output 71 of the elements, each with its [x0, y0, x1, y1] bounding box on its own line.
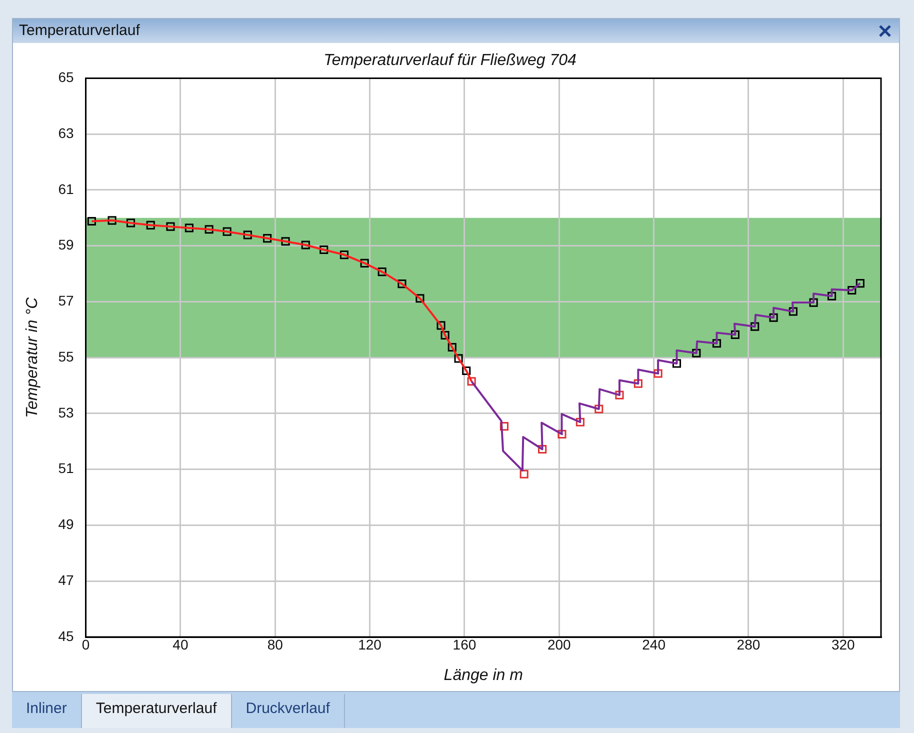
point	[594, 404, 604, 414]
x-tick-label: 40	[172, 636, 188, 652]
point	[827, 292, 836, 300]
x-tick-label: 0	[82, 636, 90, 652]
y-axis-title: Temperatur in °C	[24, 296, 42, 418]
y-tick-label: 59	[58, 236, 74, 253]
text: Inliner	[12, 694, 82, 728]
point	[340, 250, 349, 260]
point	[263, 234, 272, 243]
point	[222, 227, 232, 236]
point	[856, 278, 864, 288]
point	[654, 369, 662, 378]
x-tick-label: 280	[736, 636, 760, 652]
chart-title: Temperaturverlauf für Fließweg 704	[324, 52, 577, 70]
x-tick-label: 120	[358, 636, 382, 652]
point	[360, 258, 369, 268]
y-tick-label: 65	[58, 69, 74, 86]
x-tick-label: 80	[267, 636, 284, 652]
point	[712, 339, 722, 348]
x-tick-label: 160	[452, 636, 476, 652]
point	[108, 216, 116, 225]
point	[448, 342, 456, 352]
point	[126, 218, 136, 228]
point	[281, 237, 290, 246]
point	[398, 280, 406, 288]
y-tick-label: 51	[58, 460, 74, 476]
point	[440, 330, 450, 340]
point	[454, 354, 463, 363]
point	[634, 379, 642, 388]
point	[467, 377, 476, 386]
point	[750, 322, 760, 331]
point	[520, 470, 528, 478]
text: Druckverlauf	[232, 694, 345, 728]
point	[184, 224, 194, 232]
y-tick-label: 45	[58, 628, 74, 644]
text: Temperaturverlauf	[19, 22, 140, 39]
x-tick-label: 320	[831, 636, 856, 652]
point	[416, 294, 424, 303]
point	[672, 359, 682, 368]
point	[692, 348, 701, 358]
point	[576, 418, 584, 426]
point	[166, 222, 175, 231]
point	[378, 268, 386, 276]
x-tick-label: 240	[642, 636, 666, 652]
point	[462, 366, 471, 376]
x-axis-title: Länge in m	[444, 666, 523, 684]
point	[320, 245, 328, 254]
y-tick-label: 49	[58, 516, 74, 532]
point	[436, 321, 446, 330]
point	[243, 230, 252, 240]
y-tick-label: 55	[58, 348, 74, 364]
point	[500, 422, 508, 431]
point	[301, 240, 310, 250]
point	[848, 286, 856, 295]
point	[204, 225, 214, 234]
point	[809, 298, 818, 307]
x-tick-label: 200	[547, 636, 572, 652]
point	[788, 307, 798, 316]
point	[87, 216, 96, 226]
y-tick-label: 57	[58, 292, 74, 309]
point	[730, 330, 740, 339]
point	[615, 390, 624, 400]
point	[769, 313, 778, 322]
y-tick-label: 61	[58, 180, 74, 197]
y-tick-label: 47	[58, 572, 74, 588]
point	[558, 430, 566, 438]
text: Temperaturverlauf	[82, 694, 232, 728]
y-tick-label: 53	[58, 404, 74, 420]
point	[538, 444, 547, 454]
point	[146, 220, 155, 230]
y-tick-label: 63	[58, 124, 74, 141]
